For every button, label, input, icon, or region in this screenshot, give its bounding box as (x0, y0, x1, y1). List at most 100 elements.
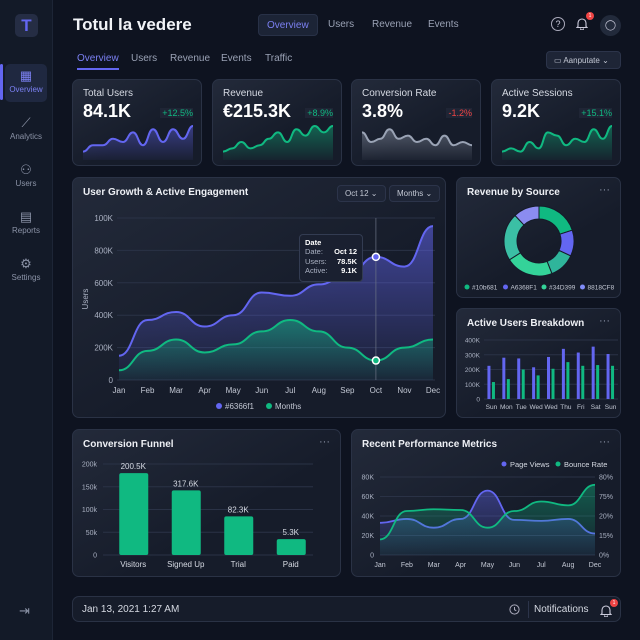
bar (591, 346, 595, 399)
series-line (379, 483, 596, 541)
y-tick-label-right: 75% (599, 494, 613, 501)
sidebar-item-settings[interactable]: ⚙ Settings (5, 252, 47, 290)
x-tick-label: Signed Up (167, 560, 205, 569)
x-tick-label: Jul (285, 386, 295, 395)
kpi-card[interactable]: Revenue €215.3K +8.9% (212, 79, 342, 166)
y-tick-label-right: 15% (599, 533, 613, 540)
logout-icon[interactable]: ⇥ (19, 603, 30, 618)
x-tick-label: Mar (428, 562, 441, 569)
tooltip-key: Date: (305, 247, 323, 256)
calendar-icon: ▭ (554, 56, 564, 65)
bar (576, 352, 580, 399)
subtab-traffic[interactable]: Traffic (265, 53, 293, 64)
bar (532, 367, 536, 399)
kpi-card[interactable]: Active Sessions 9.2K +15.1% (491, 79, 621, 166)
y-tick-label-right: 0% (599, 553, 609, 560)
tab-revenue[interactable]: Revenue (372, 19, 413, 30)
legend-marker (464, 284, 470, 290)
subtab-events[interactable]: Events (221, 53, 252, 64)
kpi-card[interactable]: Total Users 84.1K +12.5% (72, 79, 202, 166)
x-tick-label: Dec (589, 562, 602, 569)
y-tick-label-left: 40K (362, 514, 375, 521)
legend-marker (555, 461, 561, 467)
y-tick-label: 400K (94, 311, 113, 320)
more-icon[interactable]: ··· (599, 315, 610, 327)
sidebar-item-users[interactable]: ⚇ Users (5, 158, 47, 196)
bar (547, 356, 550, 399)
x-tick-label: Dec (426, 386, 440, 395)
legend-label: Months (275, 402, 301, 411)
tab-users[interactable]: Users (328, 19, 355, 30)
more-icon[interactable]: ··· (599, 184, 610, 196)
funnel-bar (224, 516, 254, 555)
period-select[interactable]: Months ⌄ (389, 185, 441, 202)
tooltip-key: Active: (305, 266, 328, 275)
funnel-bar (119, 473, 149, 555)
x-tick-label: Trial (231, 560, 246, 569)
subtab-users[interactable]: Users (131, 53, 158, 64)
user-growth-card: User Growth & Active Engagement Oct 12 ⌄… (72, 177, 446, 418)
subtab-overview[interactable]: Overview (77, 53, 119, 70)
y-tick-label-right: 20% (599, 514, 613, 521)
notifications-link[interactable]: Notifications (534, 604, 589, 615)
tooltip-value: 9.1K (341, 266, 357, 275)
more-icon[interactable]: ··· (599, 436, 610, 448)
y-tick-label: 0 (93, 553, 97, 560)
conversion-funnel-card: Conversion Funnel ··· 0 50k 100k 150k 200k 20… (72, 429, 341, 577)
notification-badge: 1 (586, 12, 594, 20)
sparkline-area (502, 126, 612, 160)
performance-card: Recent Performance Metrics ··· 0 0% 20K 15%… (351, 429, 621, 577)
kpi-value: 3.8% (362, 101, 404, 121)
funnel-bar (276, 539, 306, 555)
x-tick-label: Jun (509, 562, 520, 569)
y-tick-label: 300K (465, 352, 481, 359)
more-icon[interactable]: ··· (319, 436, 330, 448)
tooltip-title: Date (305, 238, 322, 247)
card-title: Recent Performance Metrics (362, 439, 498, 450)
sidebar-item-label: Analytics (9, 132, 42, 141)
legend-label: Bounce Rate (564, 460, 607, 469)
bell-icon[interactable] (576, 17, 588, 30)
avatar[interactable]: ◯ (600, 15, 621, 36)
funnel-bar (171, 490, 201, 555)
subtab-revenue[interactable]: Revenue (170, 53, 211, 64)
legend-marker (501, 461, 507, 467)
sidebar-item-analytics[interactable]: ⟋ Analytics (5, 111, 47, 149)
bar (491, 382, 495, 399)
x-tick-label: Jun (255, 386, 268, 395)
tab-events[interactable]: Events (428, 19, 459, 30)
kpi-label: Revenue (223, 88, 264, 99)
y-tick-label: 200K (94, 344, 113, 353)
bar (506, 379, 510, 399)
active-users-card: Active Users Breakdown ··· 0 100K 200K 300K… (456, 308, 621, 418)
y-axis-label: Users (81, 289, 90, 310)
bar-value-label: 5.3K (283, 528, 300, 537)
x-tick-label: Sat (591, 404, 601, 411)
tab-overview[interactable]: Overview (258, 14, 318, 36)
sparkline (222, 124, 334, 160)
revenue-source-card: Revenue by Source ··· #10b681 A6368F1 #34D… (456, 177, 621, 298)
chart-icon: ⟋ (21, 115, 31, 130)
x-tick-label: Mon (500, 404, 513, 411)
kpi-value: €215.3K (223, 101, 292, 121)
bar (487, 365, 491, 399)
kpi-label: Total Users (83, 88, 134, 99)
card-title: Active Users Breakdown (467, 318, 585, 329)
series-line (118, 225, 434, 357)
kpi-change: +8.9% (305, 108, 333, 118)
x-tick-label: May (481, 562, 495, 569)
clock-icon[interactable] (509, 604, 520, 615)
sidebar-item-reports[interactable]: ▤ Reports (5, 205, 47, 243)
date-select[interactable]: Oct 12 ⌄ (337, 185, 386, 202)
y-tick-label: 600K (94, 279, 113, 288)
bell-icon[interactable] (600, 604, 612, 617)
help-icon[interactable]: ? (551, 17, 565, 31)
bar-value-label: 200.5K (121, 462, 147, 471)
kpi-card[interactable]: Conversion Rate 3.8% -1.2% (351, 79, 481, 166)
sidebar-item-overview[interactable]: ▦ Overview (5, 64, 47, 102)
x-tick-label: Oct (370, 386, 383, 395)
sidebar: T ▦ Overview ⟋ Analytics ⚇ Users ▤ Reports ⚙… (0, 0, 53, 640)
date-range-select[interactable]: ▭ Aanputate ⌄ (546, 51, 621, 69)
y-tick-label: 150k (82, 484, 98, 491)
series-area (119, 320, 433, 380)
